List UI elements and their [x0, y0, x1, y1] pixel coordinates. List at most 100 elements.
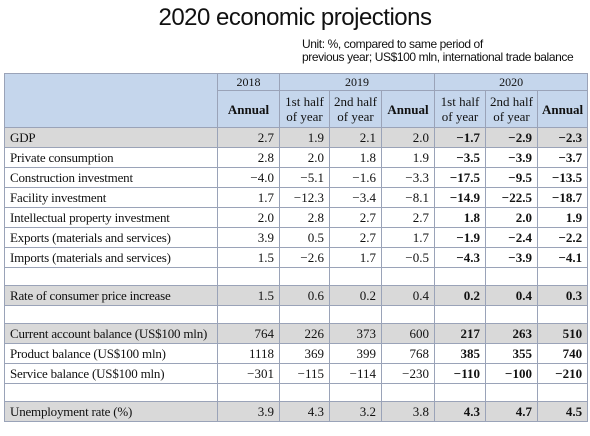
value-cell: −100 — [485, 363, 538, 384]
value-cell — [279, 383, 330, 402]
value-cell: −4.3 — [434, 247, 486, 268]
value-cell: 2.0 — [381, 127, 435, 148]
page-title: 2020 economic projections — [158, 4, 432, 31]
spacer-row — [4, 383, 589, 402]
value-cell: 510 — [536, 323, 589, 344]
value-cell — [279, 305, 330, 324]
value-cell: −17.5 — [434, 167, 486, 188]
value-cell: −230 — [381, 363, 435, 384]
value-cell — [279, 267, 330, 286]
value-cell: −4.0 — [217, 167, 280, 188]
value-cell: 2.0 — [279, 147, 330, 168]
value-cell: 1.9 — [279, 127, 330, 148]
value-cell: 369 — [279, 343, 330, 364]
table-row: Private consumption 2.8 2.0 1.8 1.9 −3.5 −3.9−… — [4, 147, 589, 168]
value-cell: 2.7 — [217, 127, 280, 148]
value-cell: 768 — [381, 343, 435, 364]
value-cell: −3.5 — [434, 147, 486, 168]
unit-note: Unit: %, compared to same period of prev… — [302, 38, 587, 64]
value-cell: −114 — [329, 363, 382, 384]
value-cell — [381, 383, 435, 402]
value-cell — [217, 267, 280, 286]
value-cell: 263 — [485, 323, 538, 344]
value-cell: −8.1 — [381, 187, 435, 208]
row-label: Current account balance (US$100 mln) — [4, 323, 218, 344]
value-cell: 1118 — [217, 343, 280, 364]
value-cell: 1.5 — [217, 285, 280, 306]
value-cell: 1.9 — [381, 147, 435, 168]
value-cell: 3.8 — [381, 401, 435, 422]
value-cell: 1.8 — [329, 147, 382, 168]
corner-cell — [4, 73, 218, 128]
value-cell: −18.7 — [536, 187, 589, 208]
value-cell — [536, 267, 589, 286]
value-cell: −3.4 — [329, 187, 382, 208]
value-cell — [217, 383, 280, 402]
row-label: Construction investment — [4, 167, 218, 188]
value-cell: 355 — [485, 343, 538, 364]
value-cell: −14.9 — [434, 187, 486, 208]
value-cell: 2.7 — [329, 207, 382, 228]
value-cell: −2.3 — [536, 127, 589, 148]
header-2018-annual: Annual — [217, 90, 280, 128]
value-cell: 1.8 — [434, 207, 486, 228]
table-row: GDP 2.7 1.9 2.1 2.0 −1.7 −2.9 −2.3 — [4, 127, 589, 148]
header-2019-annual: Annual — [381, 90, 435, 128]
table-row: Unemployment rate (%) 3.9 4.3 3.2 3.8 4.3 4.7 4… — [4, 401, 589, 422]
value-cell: 4.7 — [485, 401, 538, 422]
value-cell: 2.8 — [217, 147, 280, 168]
value-cell: −22.5 — [485, 187, 538, 208]
value-cell: −2.4 — [485, 227, 538, 248]
row-label: Facility investment — [4, 187, 218, 208]
header-2020-first-half: 1st half of year — [434, 90, 486, 128]
value-cell: 1.9 — [536, 207, 589, 228]
value-cell — [434, 305, 486, 324]
value-cell: 4.3 — [434, 401, 486, 422]
table-row: Facility investment 1.7 −12.3 −3.4 −8.1 −14.9… — [4, 187, 589, 208]
value-cell: −2.2 — [536, 227, 589, 248]
table-row: Current account balance (US$100 mln) 764 2… — [4, 323, 589, 344]
value-cell: 373 — [329, 323, 382, 344]
value-cell: −2.6 — [279, 247, 330, 268]
year-2019-header: 2019 — [279, 73, 435, 91]
value-cell: −4.1 — [536, 247, 589, 268]
table-row: Service balance (US$100 mln) −301 −115 −114… — [4, 363, 589, 384]
row-label — [4, 305, 218, 324]
unit-note-line-2: previous year; US$100 mln, international… — [302, 50, 574, 64]
row-label: Product balance (US$100 mln) — [4, 343, 218, 364]
value-cell: 0.6 — [279, 285, 330, 306]
value-cell: 0.2 — [329, 285, 382, 306]
value-cell: 1.7 — [217, 187, 280, 208]
table-row: Imports (materials and services) 1.5 −2.6 1… — [4, 247, 589, 268]
value-cell: 4.5 — [536, 401, 589, 422]
value-cell: 2.1 — [329, 127, 382, 148]
header-2020-annual: Annual — [536, 90, 589, 128]
value-cell — [217, 305, 280, 324]
projections-table: 2018 2019 2020 Annual 1st half of year 2n… — [4, 73, 589, 422]
year-header-row: 2018 2019 2020 — [4, 73, 589, 128]
value-cell: 1.7 — [329, 247, 382, 268]
value-cell: −3.7 — [536, 147, 589, 168]
value-cell: 226 — [279, 323, 330, 344]
year-2020-header: 2020 — [433, 73, 589, 91]
value-cell: −0.5 — [381, 247, 435, 268]
row-label: Service balance (US$100 mln) — [4, 363, 218, 384]
value-cell: 399 — [329, 343, 382, 364]
value-cell: 3.2 — [329, 401, 382, 422]
value-cell: −3.3 — [381, 167, 435, 188]
value-cell: −1.9 — [434, 227, 486, 248]
value-cell: 0.2 — [434, 285, 486, 306]
value-cell: 2.0 — [217, 207, 280, 228]
row-label: GDP — [4, 127, 218, 148]
spacer-row — [4, 305, 589, 324]
table-row: Construction investment −4.0 −5.1 −1.6 −3.3−… — [4, 167, 589, 188]
row-label: Unemployment rate (%) — [4, 401, 218, 422]
value-cell: −2.9 — [485, 127, 538, 148]
value-cell: −301 — [217, 363, 280, 384]
value-cell — [485, 383, 538, 402]
row-label: Private consumption — [4, 147, 218, 168]
value-cell: −13.5 — [536, 167, 589, 188]
value-cell: 2.7 — [329, 227, 382, 248]
value-cell — [485, 305, 538, 324]
table-row: Intellectual property investment 2.0 2.8 2.… — [4, 207, 589, 228]
